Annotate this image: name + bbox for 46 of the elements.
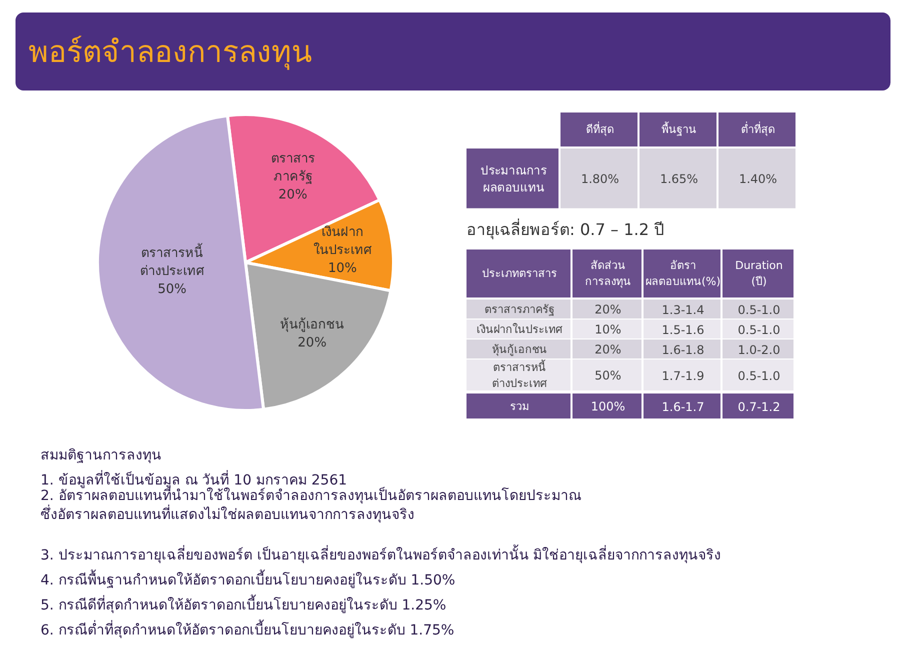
slice-label: ตราสารหนี้ ต่างประเทศ	[140, 243, 206, 280]
text: 1.6-1.7	[662, 400, 704, 414]
slice-label: เงินฝาก ในประเทศ	[313, 225, 372, 258]
category-label: อัตรา ผลตอบแทน(%)	[645, 259, 721, 288]
slice-label: หุ้นกู้เอกชน	[280, 317, 344, 332]
text: อายุเฉลี่ยพอร์ต: 0.7 – 1.2 ปี	[466, 218, 664, 240]
text: 3. ประมาณการอายุเฉลี่ยของพอร์ต เป็นอายุเฉลี่ยของพอร์ตในพอร์ตจำลองเท่านั้น มิใช่อายุเฉลี่ยจากการลงทุนจริง	[40, 544, 722, 564]
text: 0.5-1.0	[738, 369, 780, 383]
text: ประเภทตราสาร	[482, 267, 557, 280]
text: 6. กรณีต่ำที่สุดกำหนดให้อัตราดอกเบี้ยนโยบายคงอยู่ในระดับ 1.75%	[40, 620, 454, 638]
data-label: 10%	[328, 261, 357, 276]
category-label: พื้นฐาน	[662, 121, 696, 136]
text: 4. กรณีพื้นฐานกำหนดให้อัตราดอกเบี้ยนโยบายคงอยู่ในระดับ 1.50%	[40, 570, 456, 588]
text: 1.0-2.0	[738, 343, 780, 357]
text: 100%	[590, 400, 626, 414]
text: 5. กรณีดีที่สุดกำหนดให้อัตราดอกเบี้ยนโยบายคงอยู่ในระดับ 1.25%	[40, 594, 446, 614]
text: 1.6-1.8	[662, 343, 704, 357]
text: 0.7-1.2	[738, 400, 780, 414]
text: 1.3-1.4	[662, 303, 704, 317]
text: 1.80%	[580, 172, 620, 186]
text: 1.5-1.6	[662, 323, 704, 337]
text: สมมติฐานการลงทุน	[40, 448, 162, 464]
category-label: ต่ำที่สุด	[741, 121, 775, 136]
category-label: เงินฝากในประเทศ	[476, 323, 562, 336]
category-label: สัดส่วน การลงทุน	[585, 259, 631, 288]
category-label: ดีที่สุด	[586, 121, 614, 136]
text: 0.5-1.0	[738, 303, 780, 317]
text: 0.5-1.0	[738, 323, 780, 337]
category-label: ประมาณการ ผลตอบแทน	[480, 164, 546, 194]
data-label: 20%	[278, 188, 308, 203]
category-label: Duration (ปี)	[735, 259, 783, 288]
data-label: 50%	[158, 282, 187, 298]
category-label: รวม	[510, 400, 529, 413]
data-label: 20%	[298, 335, 327, 350]
category-label: หุ้นกู้เอกชน	[492, 343, 547, 356]
text: 1.40%	[738, 172, 778, 186]
text: 20%	[594, 342, 622, 356]
slice-label: ตราสาร ภาครัฐ	[270, 152, 315, 185]
text: 1.7-1.9	[662, 369, 704, 383]
text: 50%	[594, 368, 622, 382]
text: 10%	[594, 322, 622, 336]
category-label: ตราสารภาครัฐ	[484, 303, 554, 316]
category-label: ตราสารหนี้ ต่างประเทศ	[492, 361, 547, 390]
text: 1.65%	[660, 172, 698, 186]
chart-title: พอร์ตจำลองการลงทุน	[28, 35, 312, 71]
text: 20%	[594, 302, 622, 316]
